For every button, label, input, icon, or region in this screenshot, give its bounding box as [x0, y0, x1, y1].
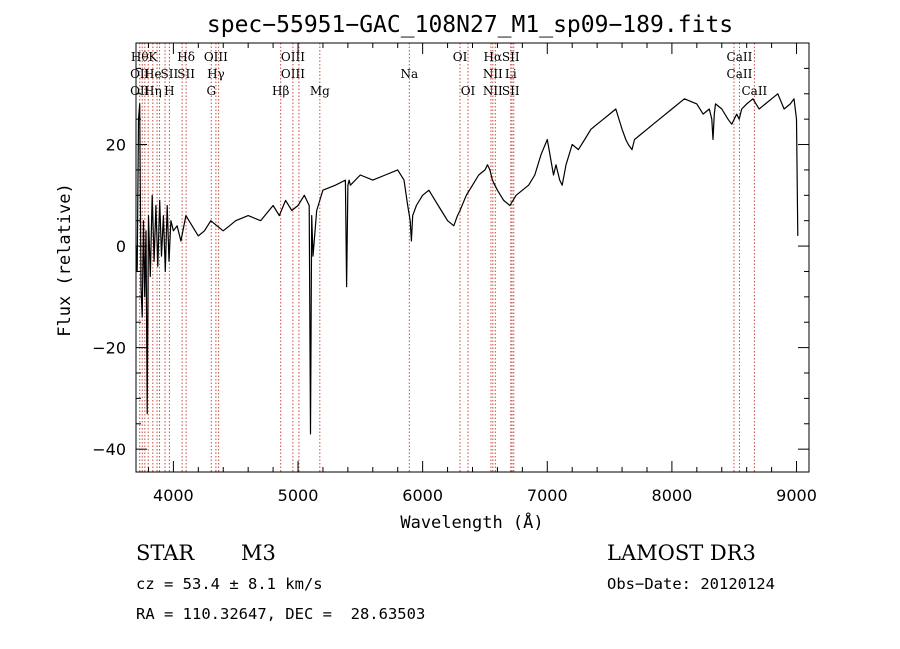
y-axis-label: Flux (relative) — [55, 183, 75, 337]
line-label-oiii: OIII — [281, 67, 305, 81]
line-label-nii: NII — [483, 84, 503, 98]
line-label-hβ: Hβ — [272, 84, 289, 98]
line-label-caii: CaII — [727, 50, 753, 64]
line-label-oi: OI — [461, 84, 476, 98]
line-label-hη: Hη — [144, 84, 162, 98]
line-label-caii: CaII — [741, 84, 767, 98]
line-label-oiii: OIII — [204, 50, 228, 64]
y-tick-label: −40 — [92, 440, 126, 459]
line-label-oii: OII — [130, 84, 150, 98]
line-label-sii: SII — [177, 67, 195, 81]
line-label-g: G — [206, 84, 216, 98]
spectral-line-labels: HθOIIOIIKHeHηSIIHHδSIIGOIIIHγHβOIIIOIIIM… — [130, 50, 767, 98]
coordinates: RA = 110.32647, DEC = 28.63503 — [136, 605, 425, 623]
x-tick-label: 4000 — [153, 486, 194, 505]
chart-title: spec−55951−GAC_108N27_M1_sp09−189.fits — [207, 12, 733, 38]
line-label-hγ: Hγ — [207, 67, 225, 81]
line-label-oi: OI — [453, 50, 468, 64]
x-tick-label: 9000 — [776, 486, 817, 505]
line-label-sii: SII — [502, 50, 520, 64]
line-label-he: He — [144, 67, 162, 81]
line-label-li: Li — [505, 67, 517, 81]
x-tick-label: 7000 — [527, 486, 568, 505]
flux-series-line — [135, 93, 799, 435]
line-label-k: K — [148, 50, 158, 64]
line-label-mg: Mg — [310, 84, 330, 98]
line-label-hδ: Hδ — [177, 50, 195, 64]
line-label-hθ: Hθ — [131, 50, 149, 64]
observation-date: Obs−Date: 20120124 — [607, 575, 775, 593]
x-tick-label: 5000 — [278, 486, 319, 505]
line-label-oiii: OIII — [281, 50, 305, 64]
line-label-oii: OII — [130, 67, 150, 81]
line-label-sii: SII — [502, 84, 520, 98]
x-tick-label: 8000 — [652, 486, 693, 505]
line-label-hα: Hα — [484, 50, 503, 64]
survey-name: LAMOST DR3 — [607, 541, 756, 565]
spectral-line-markers — [139, 43, 755, 472]
y-tick-label: 20 — [106, 136, 126, 155]
line-label-h: H — [164, 84, 174, 98]
object-subclass: M3 — [241, 541, 276, 565]
y-tick-label: 0 — [116, 237, 126, 256]
object-type: STAR — [136, 541, 195, 565]
x-axis-label: Wavelength (Å) — [400, 511, 543, 533]
line-label-nii: NII — [483, 67, 503, 81]
line-label-caii: CaII — [727, 67, 753, 81]
line-label-sii: SII — [161, 67, 179, 81]
plot-frame — [135, 42, 810, 473]
x-tick-label: 6000 — [402, 486, 443, 505]
axis-ticks: 4000 5000 6000 7000 8000 9000 −40 −20 0 20 — [92, 43, 817, 505]
y-tick-label: −20 — [92, 339, 126, 358]
redshift-value: cz = 53.4 ± 8.1 km/s — [136, 575, 323, 593]
line-label-na: Na — [400, 67, 418, 81]
